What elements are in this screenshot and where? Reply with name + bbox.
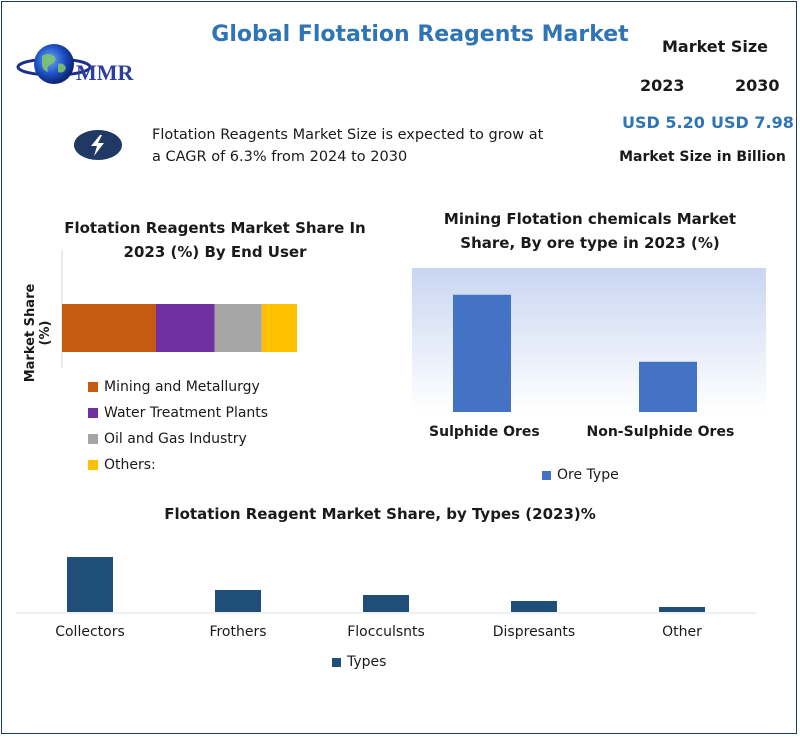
stack-segment-others bbox=[261, 304, 297, 352]
ore-bar-sulphide bbox=[453, 294, 511, 412]
year-2030: 2030 bbox=[735, 76, 780, 95]
types-tick-collectors: Collectors bbox=[55, 624, 125, 640]
stack-segment-mining bbox=[62, 304, 156, 352]
end-user-legend: Mining and Metallurgy Water Treatment Pl… bbox=[88, 374, 268, 478]
legend-label-others: Others: bbox=[104, 457, 156, 473]
ore-legend-label: Ore Type bbox=[557, 467, 619, 483]
types-tick-flocculsnts: Flocculsnts bbox=[347, 624, 425, 640]
types-bar-collectors bbox=[67, 557, 113, 612]
end-user-y-axis-label: Market Share (%) bbox=[23, 283, 53, 383]
ore-legend-swatch bbox=[542, 470, 551, 480]
value-2030: USD 7.98 bbox=[711, 113, 794, 132]
lightning-icon bbox=[74, 130, 122, 160]
legend-label-water: Water Treatment Plants bbox=[104, 405, 269, 421]
legend-label-mining: Mining and Metallurgy bbox=[104, 379, 260, 395]
ore-type-chart bbox=[412, 268, 766, 412]
cagr-text: Flotation Reagents Market Size is expect… bbox=[152, 127, 544, 165]
end-user-chart-title: Flotation Reagents Market Share In 2023 … bbox=[64, 219, 366, 261]
types-bar-dispresants bbox=[511, 601, 557, 612]
legend-swatch-mining bbox=[88, 382, 98, 392]
ore-x-axis: Sulphide Ores Non-Sulphide Ores bbox=[412, 424, 768, 440]
logo-text: MMR bbox=[76, 60, 134, 85]
ore-legend: Ore Type bbox=[542, 467, 619, 483]
end-user-stacked-chart bbox=[61, 250, 297, 368]
legend-item-water: Water Treatment Plants bbox=[88, 400, 268, 426]
page-title: Global Flotation Reagents Market bbox=[211, 22, 629, 47]
legend-item-others: Others: bbox=[88, 452, 268, 478]
types-chart bbox=[16, 557, 756, 614]
stack-segment-water bbox=[156, 304, 215, 352]
types-legend: Types bbox=[332, 654, 386, 670]
ore-tick-non-sulphide: Non-Sulphide Ores bbox=[586, 424, 735, 440]
types-tick-dispresants: Dispresants bbox=[492, 624, 576, 640]
types-chart-title: Flotation Reagent Market Share, by Types… bbox=[164, 505, 596, 523]
types-legend-label: Types bbox=[347, 654, 387, 670]
stack-segment-oil bbox=[214, 304, 262, 352]
legend-item-oil: Oil and Gas Industry bbox=[88, 426, 268, 452]
legend-item-mining: Mining and Metallurgy bbox=[88, 374, 268, 400]
legend-swatch-oil bbox=[88, 434, 98, 444]
ore-tick-sulphide: Sulphide Ores bbox=[429, 424, 540, 440]
value-2023: USD 5.20 bbox=[622, 113, 705, 132]
legend-label-oil: Oil and Gas Industry bbox=[104, 431, 247, 447]
globe-icon bbox=[16, 44, 92, 84]
legend-swatch-others bbox=[88, 460, 98, 470]
market-size-unit: Market Size in Billion bbox=[619, 149, 786, 165]
types-tick-other: Other bbox=[662, 624, 702, 640]
types-tick-frothers: Frothers bbox=[209, 624, 267, 640]
types-bar-other bbox=[659, 607, 705, 612]
mmr-logo bbox=[16, 40, 166, 95]
ore-chart-title: Mining Flotation chemicals Market Share,… bbox=[443, 210, 737, 252]
types-x-axis: Collectors Frothers Flocculsnts Dispresa… bbox=[16, 624, 756, 640]
ore-bar-non-sulphide bbox=[639, 361, 697, 412]
market-size-label: Market Size bbox=[661, 37, 769, 56]
legend-swatch-water bbox=[88, 408, 98, 418]
types-bar-frothers bbox=[215, 590, 261, 612]
types-legend-swatch bbox=[332, 657, 341, 667]
types-bar-flocculsnts bbox=[363, 595, 409, 612]
year-2023: 2023 bbox=[640, 76, 685, 95]
